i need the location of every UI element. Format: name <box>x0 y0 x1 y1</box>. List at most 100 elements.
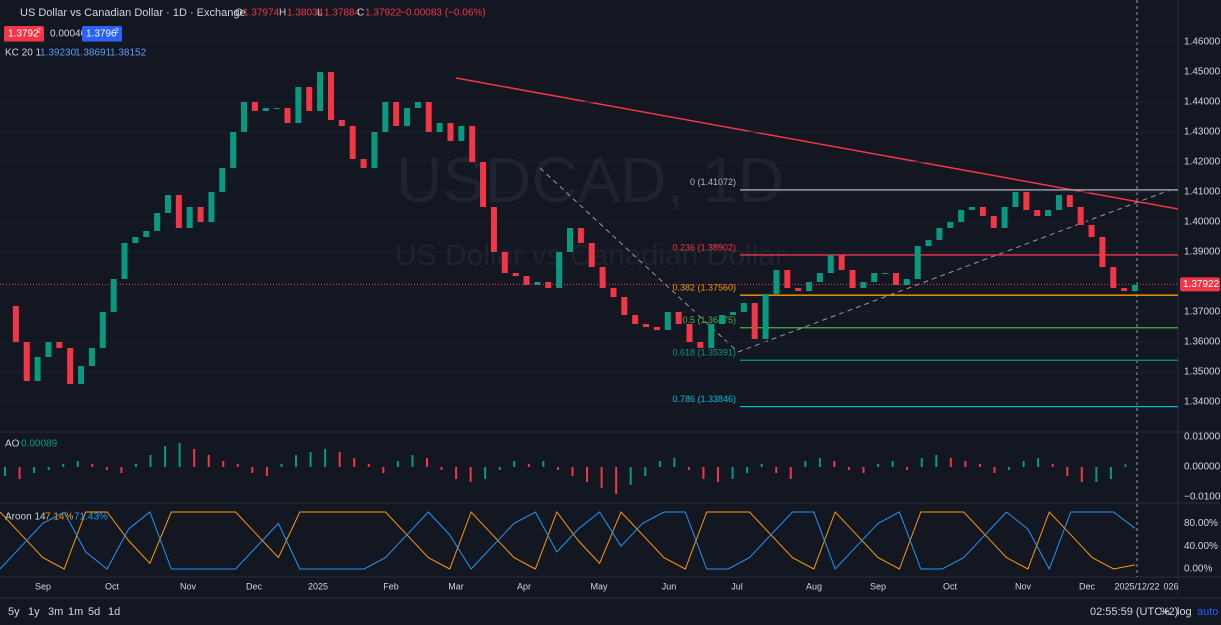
x-tick-label: Aug <box>806 581 822 591</box>
sell-button[interactable] <box>4 26 44 42</box>
ao-tick-label: −0.01000 <box>1184 492 1221 503</box>
candle <box>632 315 639 324</box>
trend-line-dashed[interactable] <box>737 189 1171 353</box>
ao-value: 0.00089 <box>21 439 58 450</box>
candle <box>795 288 802 291</box>
candle <box>686 324 693 342</box>
y-tick-label: 1.35000 <box>1184 367 1221 378</box>
trend-line[interactable] <box>455 77 1179 210</box>
kc-lower: 1.38152 <box>110 48 147 59</box>
x-tick-label: 2025 <box>308 581 328 591</box>
candle <box>186 207 193 228</box>
candle <box>990 216 997 228</box>
candle <box>404 108 411 126</box>
candle <box>643 324 650 327</box>
candle <box>154 213 161 231</box>
candle <box>784 270 791 288</box>
aroon-tick-label: 80.00% <box>1184 518 1218 529</box>
buy-button[interactable] <box>82 26 122 42</box>
x-tick-label: Sep <box>870 581 886 591</box>
range-button[interactable]: 1m <box>68 606 83 618</box>
candle <box>534 282 541 285</box>
candle <box>327 72 334 120</box>
change: −0.00083 (−0.06%) <box>400 8 486 19</box>
legend: US Dollar vs Canadian Dollar · 1D · Exch… <box>4 7 486 523</box>
fib-label: 0 (1.41072) <box>690 177 736 187</box>
candle <box>78 366 85 384</box>
y-tick-label: 1.34000 <box>1184 397 1221 408</box>
range-button[interactable]: 3m <box>48 606 63 618</box>
x-tick-label: Mar <box>448 581 464 591</box>
candle <box>849 270 856 288</box>
y-tick-label: 1.40000 <box>1184 217 1221 228</box>
candle <box>567 228 573 252</box>
candle <box>219 168 226 192</box>
candle <box>1132 285 1138 291</box>
candle <box>697 342 704 348</box>
candle <box>925 240 932 246</box>
trend-line-dashed[interactable] <box>539 167 739 353</box>
symbol-title: US Dollar vs Canadian Dollar · 1D · Exch… <box>20 7 246 19</box>
fib-label: 0.618 (1.35391) <box>672 348 736 358</box>
aroon-up <box>0 510 1136 570</box>
fib-label: 0.786 (1.33846) <box>672 394 736 404</box>
bid-pip: 2 <box>37 28 41 35</box>
label: O <box>235 8 243 19</box>
range-button[interactable]: 1y <box>28 606 40 618</box>
x-tick-label: Oct <box>105 581 120 591</box>
candle <box>599 267 606 288</box>
x-tick-label: Sep <box>35 581 51 591</box>
candle <box>979 207 986 216</box>
fib-label: 0.236 (1.38902) <box>672 242 736 252</box>
candle <box>1034 210 1041 216</box>
candle <box>45 342 52 357</box>
candle <box>1110 267 1117 288</box>
percent-toggle[interactable]: % <box>1160 606 1170 618</box>
candle <box>892 273 899 285</box>
candle <box>1099 237 1106 267</box>
candle <box>208 192 215 222</box>
candle <box>88 348 95 366</box>
y-tick-label: 1.43000 <box>1184 127 1221 138</box>
y-tick-label: 1.42000 <box>1184 157 1221 168</box>
x-tick-label: Jun <box>662 581 677 591</box>
label: H <box>279 8 286 19</box>
clock: 02:55:59 (UTC+2) <box>1090 606 1178 618</box>
candle <box>512 273 519 276</box>
x-tick-label: Apr <box>517 581 531 591</box>
candle <box>621 297 628 315</box>
y-tick-label: 1.46000 <box>1184 37 1221 48</box>
candle <box>56 342 63 348</box>
range-button[interactable]: 1d <box>108 606 120 618</box>
candle <box>360 159 367 168</box>
x-tick-label: Dec <box>246 581 263 591</box>
candle <box>773 270 780 294</box>
label: C <box>357 8 364 19</box>
candle <box>969 207 976 210</box>
candle <box>251 102 258 111</box>
candle <box>295 87 302 123</box>
last-price-label: 1.37922 <box>1183 279 1220 290</box>
x-tick-label: Dec <box>1079 581 1096 591</box>
candle <box>197 207 204 222</box>
label: L <box>317 8 323 19</box>
candle <box>806 282 813 291</box>
aroon-down: 7.14% <box>45 512 73 523</box>
candle <box>1023 192 1030 210</box>
candle <box>99 312 106 348</box>
candle <box>490 207 497 252</box>
candle <box>958 210 965 222</box>
candle <box>23 342 30 381</box>
range-button[interactable]: 5d <box>88 606 100 618</box>
auto-toggle[interactable]: auto <box>1197 606 1218 618</box>
candle <box>882 273 889 274</box>
spread: 0.00040 <box>50 29 87 40</box>
candle <box>610 288 617 297</box>
high: 1.38034 <box>287 8 324 19</box>
log-toggle[interactable]: log <box>1177 606 1192 618</box>
kc-name: KC 20 1 <box>5 48 42 59</box>
candle <box>371 132 378 168</box>
range-button[interactable]: 5y <box>8 606 20 618</box>
candle <box>719 315 726 324</box>
candle <box>588 243 595 267</box>
